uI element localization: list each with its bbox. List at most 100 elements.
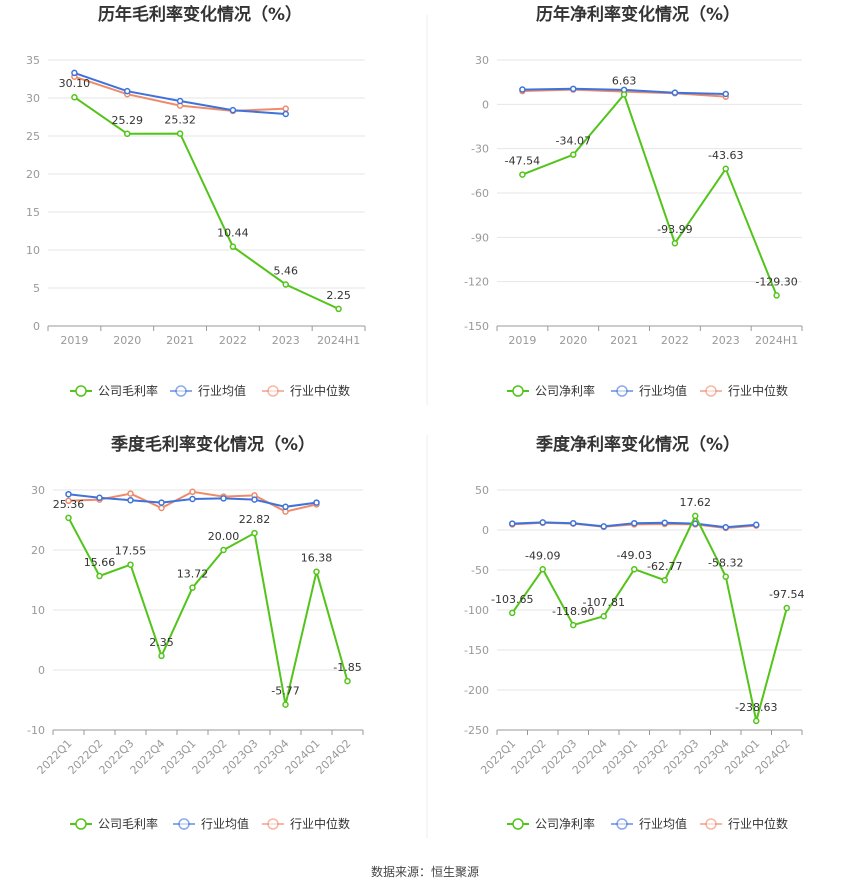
legend-marker [175, 385, 187, 397]
series-point-3 [65, 497, 72, 505]
chart-title: 季度毛利率变化情况（%） [111, 434, 315, 455]
legend-item-1: 公司净利率 [507, 383, 595, 398]
series-line-1 [67, 517, 349, 705]
legend-item-3: 行业中位数 [262, 383, 350, 398]
data-label: 13.72 [177, 568, 209, 581]
series-point-2 [722, 523, 729, 531]
data-label: -107.81 [583, 596, 625, 609]
y-tick-label: 10 [31, 604, 45, 617]
series-point-2 [509, 520, 516, 527]
series-point-1 [335, 305, 342, 313]
series-point-2 [229, 106, 237, 114]
series-point-2 [631, 519, 638, 527]
data-label: 17.62 [680, 496, 712, 509]
chart-panel-2: 历年净利率变化情况（%） -150 -120 -90 -60 -30 0 30 2019 2020… [464, 4, 803, 398]
series-point-2 [220, 495, 227, 502]
y-tick-label: -30 [471, 143, 489, 156]
series-point-1 [65, 514, 72, 522]
data-label: 20.00 [208, 530, 240, 543]
series-line-1 [522, 92, 778, 296]
x-tick-label: 2024H1 [317, 334, 360, 347]
legend-item-3: 行业中位数 [262, 816, 350, 831]
x-tick-label: 2021 [610, 334, 638, 347]
series-point-2 [570, 519, 577, 527]
x-tick-label: 2020 [559, 334, 587, 347]
y-tick-label: -50 [471, 564, 489, 577]
y-tick-label: 0 [482, 98, 489, 111]
x-tick-label: 2019 [508, 334, 536, 347]
series-point-1 [158, 652, 165, 660]
series-point-1 [282, 701, 289, 708]
y-tick-label: -10 [27, 724, 45, 737]
data-label: 30.10 [59, 77, 91, 90]
data-label: 17.55 [115, 545, 147, 558]
legend-label: 行业中位数 [728, 816, 788, 831]
y-tick-label: -60 [471, 187, 489, 200]
y-tick-label: -90 [471, 231, 489, 244]
y-tick-label: -250 [464, 724, 489, 737]
legend-label: 公司毛利率 [98, 816, 158, 831]
data-label: -1.85 [333, 661, 361, 674]
y-tick-label: 15 [26, 206, 40, 219]
y-tick-label: 50 [475, 484, 489, 497]
series-point-1 [220, 546, 227, 554]
y-tick-label: 0 [482, 524, 489, 537]
series-point-3 [189, 488, 196, 496]
series-point-2 [282, 110, 289, 118]
legend-label: 行业均值 [639, 383, 687, 398]
series-point-1 [753, 717, 760, 725]
data-source: 数据来源：恒生聚源 [371, 864, 479, 879]
series-point-1 [282, 281, 289, 288]
series-point-1 [570, 621, 577, 629]
legend-label: 行业中位数 [290, 816, 350, 831]
series-point-2 [753, 521, 760, 529]
y-tick-label: 10 [26, 244, 40, 257]
series-line-1 [511, 513, 788, 722]
x-tick-label: 2024H1 [755, 334, 798, 347]
series-point-1 [71, 93, 78, 101]
legend-marker [75, 818, 87, 830]
legend-item-2: 行业均值 [173, 816, 249, 831]
data-label: 15.66 [84, 556, 116, 569]
y-tick-label: 25 [26, 130, 40, 143]
data-label: -47.54 [505, 155, 540, 168]
chart-panel-4: 季度净利率变化情况（%）-250-200-150-100-500502022Q1… [464, 434, 804, 831]
data-label: 16.38 [301, 552, 333, 565]
series-point-1 [176, 130, 184, 137]
x-tick-label: 2022 [219, 334, 247, 347]
series-point-3 [282, 105, 289, 112]
y-tick-label: 35 [26, 54, 40, 67]
y-tick-label: -120 [464, 276, 489, 289]
data-label: 25.32 [164, 114, 196, 127]
series-point-2 [158, 499, 165, 506]
legend-marker [75, 385, 87, 397]
legend-item-2: 行业均值 [170, 383, 246, 398]
series-point-1 [344, 677, 351, 685]
legend-marker [267, 385, 279, 397]
y-tick-label: -200 [464, 684, 489, 697]
legend-label: 行业中位数 [290, 383, 350, 398]
data-label: -43.63 [708, 149, 743, 162]
data-label: -103.65 [491, 593, 533, 606]
legend-marker [267, 818, 279, 830]
series-point-1 [229, 243, 237, 250]
legend-label: 行业均值 [198, 383, 246, 398]
y-tick-label: 5 [33, 282, 40, 295]
data-label: -62.77 [647, 560, 682, 573]
y-tick-label: -100 [464, 604, 489, 617]
x-tick-label: 2021 [166, 334, 194, 347]
y-tick-label: 20 [31, 544, 45, 557]
legend-label: 公司净利率 [535, 816, 595, 831]
y-tick-label: 30 [26, 92, 40, 105]
series-point-1 [722, 573, 729, 580]
legend-item-2: 行业均值 [611, 816, 687, 831]
y-tick-label: 20 [26, 168, 40, 181]
x-tick-label: 2022 [661, 334, 689, 347]
series-point-2 [570, 85, 577, 93]
data-label: 22.82 [239, 513, 271, 526]
series-point-1 [600, 612, 607, 620]
series-point-2 [519, 86, 526, 93]
data-label: -238.63 [735, 701, 777, 714]
series-point-1 [96, 572, 103, 580]
